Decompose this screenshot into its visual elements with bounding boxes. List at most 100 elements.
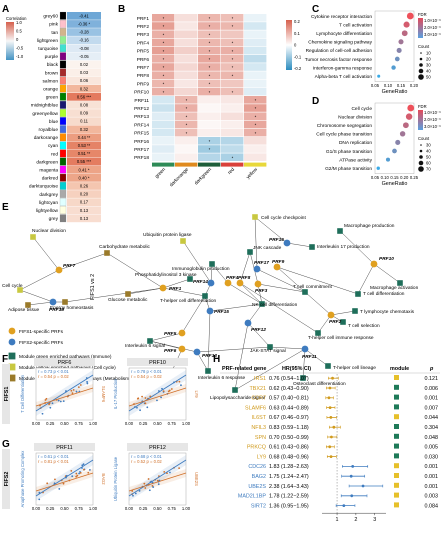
b-col-swatch: [198, 162, 221, 167]
scatter-point-blue: [58, 488, 61, 490]
b-cell: [175, 153, 198, 161]
b-cell-star: *: [209, 57, 211, 62]
dot-frame: [374, 102, 415, 174]
b-cell-star: *: [255, 106, 257, 111]
a-module-name: darkgreen: [36, 159, 58, 165]
b-cell: [244, 96, 267, 104]
fdr-bar: [418, 18, 423, 38]
dot-point: [377, 74, 381, 78]
a-module-name: black: [47, 62, 59, 68]
b-cell: [221, 145, 244, 153]
h-module-swatch: [394, 404, 399, 410]
b-cell-star: *: [163, 32, 165, 37]
a-xlabel: FIFS1 vs 2: [90, 274, 96, 300]
b-legend-bar: [286, 20, 292, 70]
stat-blue: r = 0.78 p < 0.01: [131, 369, 162, 374]
e-edge: [182, 240, 212, 284]
count-dot: [420, 52, 422, 54]
scatter-point-blue: [81, 464, 84, 467]
h-gene: IL6ST: [252, 415, 267, 421]
e-edge: [357, 263, 375, 295]
scatter-title-bg: [127, 358, 188, 366]
count-dot: [419, 155, 423, 159]
scatter-point-red: [162, 390, 165, 393]
b-row-label: PRF2: [137, 24, 150, 30]
stat-red: r = 0.81 p < 0.01: [38, 459, 69, 464]
e-pathway-label: Carbohydrate metabolic: [99, 244, 151, 250]
count-tick: 40: [426, 69, 431, 74]
e-edge: [27, 301, 54, 306]
a-correlation-value: 0.51 **: [78, 151, 91, 156]
e-prf-node: [254, 280, 262, 288]
a-correlation-value: -0.08: [79, 46, 89, 51]
scatter-point-blue: [57, 399, 60, 402]
b-cell-star: *: [163, 90, 165, 95]
dot-term: Tumor necrosis factor response: [305, 57, 373, 63]
count-dot: [419, 57, 423, 61]
h-hr-point: [351, 465, 355, 468]
e-pathway-label: T-helper cell differentiation: [160, 298, 217, 304]
e-pathway-node: [267, 344, 273, 350]
e-pathway-label: Glucose metabolic: [108, 297, 148, 303]
fit-line-blue: [128, 374, 187, 412]
fit-line-red: [35, 472, 94, 492]
scatter-ylabel-right: LY9: [194, 390, 199, 398]
scatter-point-red: [147, 478, 150, 480]
e-edge: [196, 351, 209, 372]
b-cell-star: *: [163, 65, 165, 70]
scatter-point-red: [62, 482, 65, 485]
b-cell: [221, 128, 244, 137]
a-correlation-cell: [67, 52, 101, 61]
e-pathway-node: [325, 363, 331, 369]
count-tick: 50: [426, 75, 431, 80]
b-cell-star: *: [209, 82, 211, 87]
h-module-swatch: [394, 443, 399, 449]
b-cell: [175, 30, 198, 38]
e-prf-label: PRF15: [214, 309, 229, 315]
a-module-name: orange: [43, 87, 58, 93]
scatter-xtick: 0.25: [46, 421, 55, 426]
dot-xlabel: GeneRatio: [382, 181, 408, 187]
scatter-point-blue: [161, 387, 163, 390]
h-hr-text: 0.68 (0.48−0.96): [269, 454, 309, 460]
e-legend-marker: [8, 374, 16, 382]
e-pathway-node: [252, 214, 258, 220]
dot-term: Lymphocyte differentiation: [316, 31, 372, 37]
b-cell: [244, 14, 267, 22]
a-module-name: grey60: [43, 14, 58, 20]
b-cell: [198, 96, 221, 104]
a-correlation-value: 0.09: [80, 111, 89, 116]
h-hr-text: 2.38 (1.64−3.43): [269, 484, 309, 490]
scatter-point-blue: [139, 409, 141, 412]
dot-term: G1/S phase transition: [326, 149, 372, 155]
b-legend-tick: 0.1: [294, 31, 300, 36]
panel-label-d: D: [312, 96, 319, 107]
h-hr-point: [342, 504, 346, 507]
b-cell: [152, 153, 175, 161]
h-hr-text: 0.57 (0.40−0.81): [269, 396, 309, 402]
b-col-swatch: [175, 162, 198, 167]
a-correlation-cell: [67, 149, 101, 158]
e-legend-marker: [8, 327, 16, 335]
scatter-xtick: 0.50: [60, 421, 69, 426]
e-prf-node: [327, 311, 335, 319]
dot-point: [402, 122, 409, 129]
e-pathway-node: [147, 338, 153, 344]
b-cell: [198, 46, 221, 55]
a-correlation-cell: [67, 28, 101, 36]
h-p-value: 0.044: [425, 415, 439, 421]
a-correlation-value: 0.11: [80, 119, 89, 124]
scatter-xtick: 0.00: [125, 421, 134, 426]
e-prf-node: [206, 307, 214, 315]
dot-term: Regulation of cell-cell adhesion: [306, 48, 373, 54]
scatter-point-blue: [82, 463, 85, 466]
a-correlation-value: 0.44 **: [78, 135, 91, 140]
b-cell-star: *: [163, 82, 165, 87]
h-hr-point: [349, 474, 353, 478]
scatter-point-blue: [75, 390, 78, 393]
e-edge: [304, 348, 329, 367]
scatter-point-red: [70, 470, 73, 472]
scatter-point-red: [79, 471, 82, 474]
a-module-name: darkgrey: [39, 192, 58, 198]
a-legend-ticks: 1.0 0.5 0 -0.5 -1.0: [16, 20, 24, 59]
